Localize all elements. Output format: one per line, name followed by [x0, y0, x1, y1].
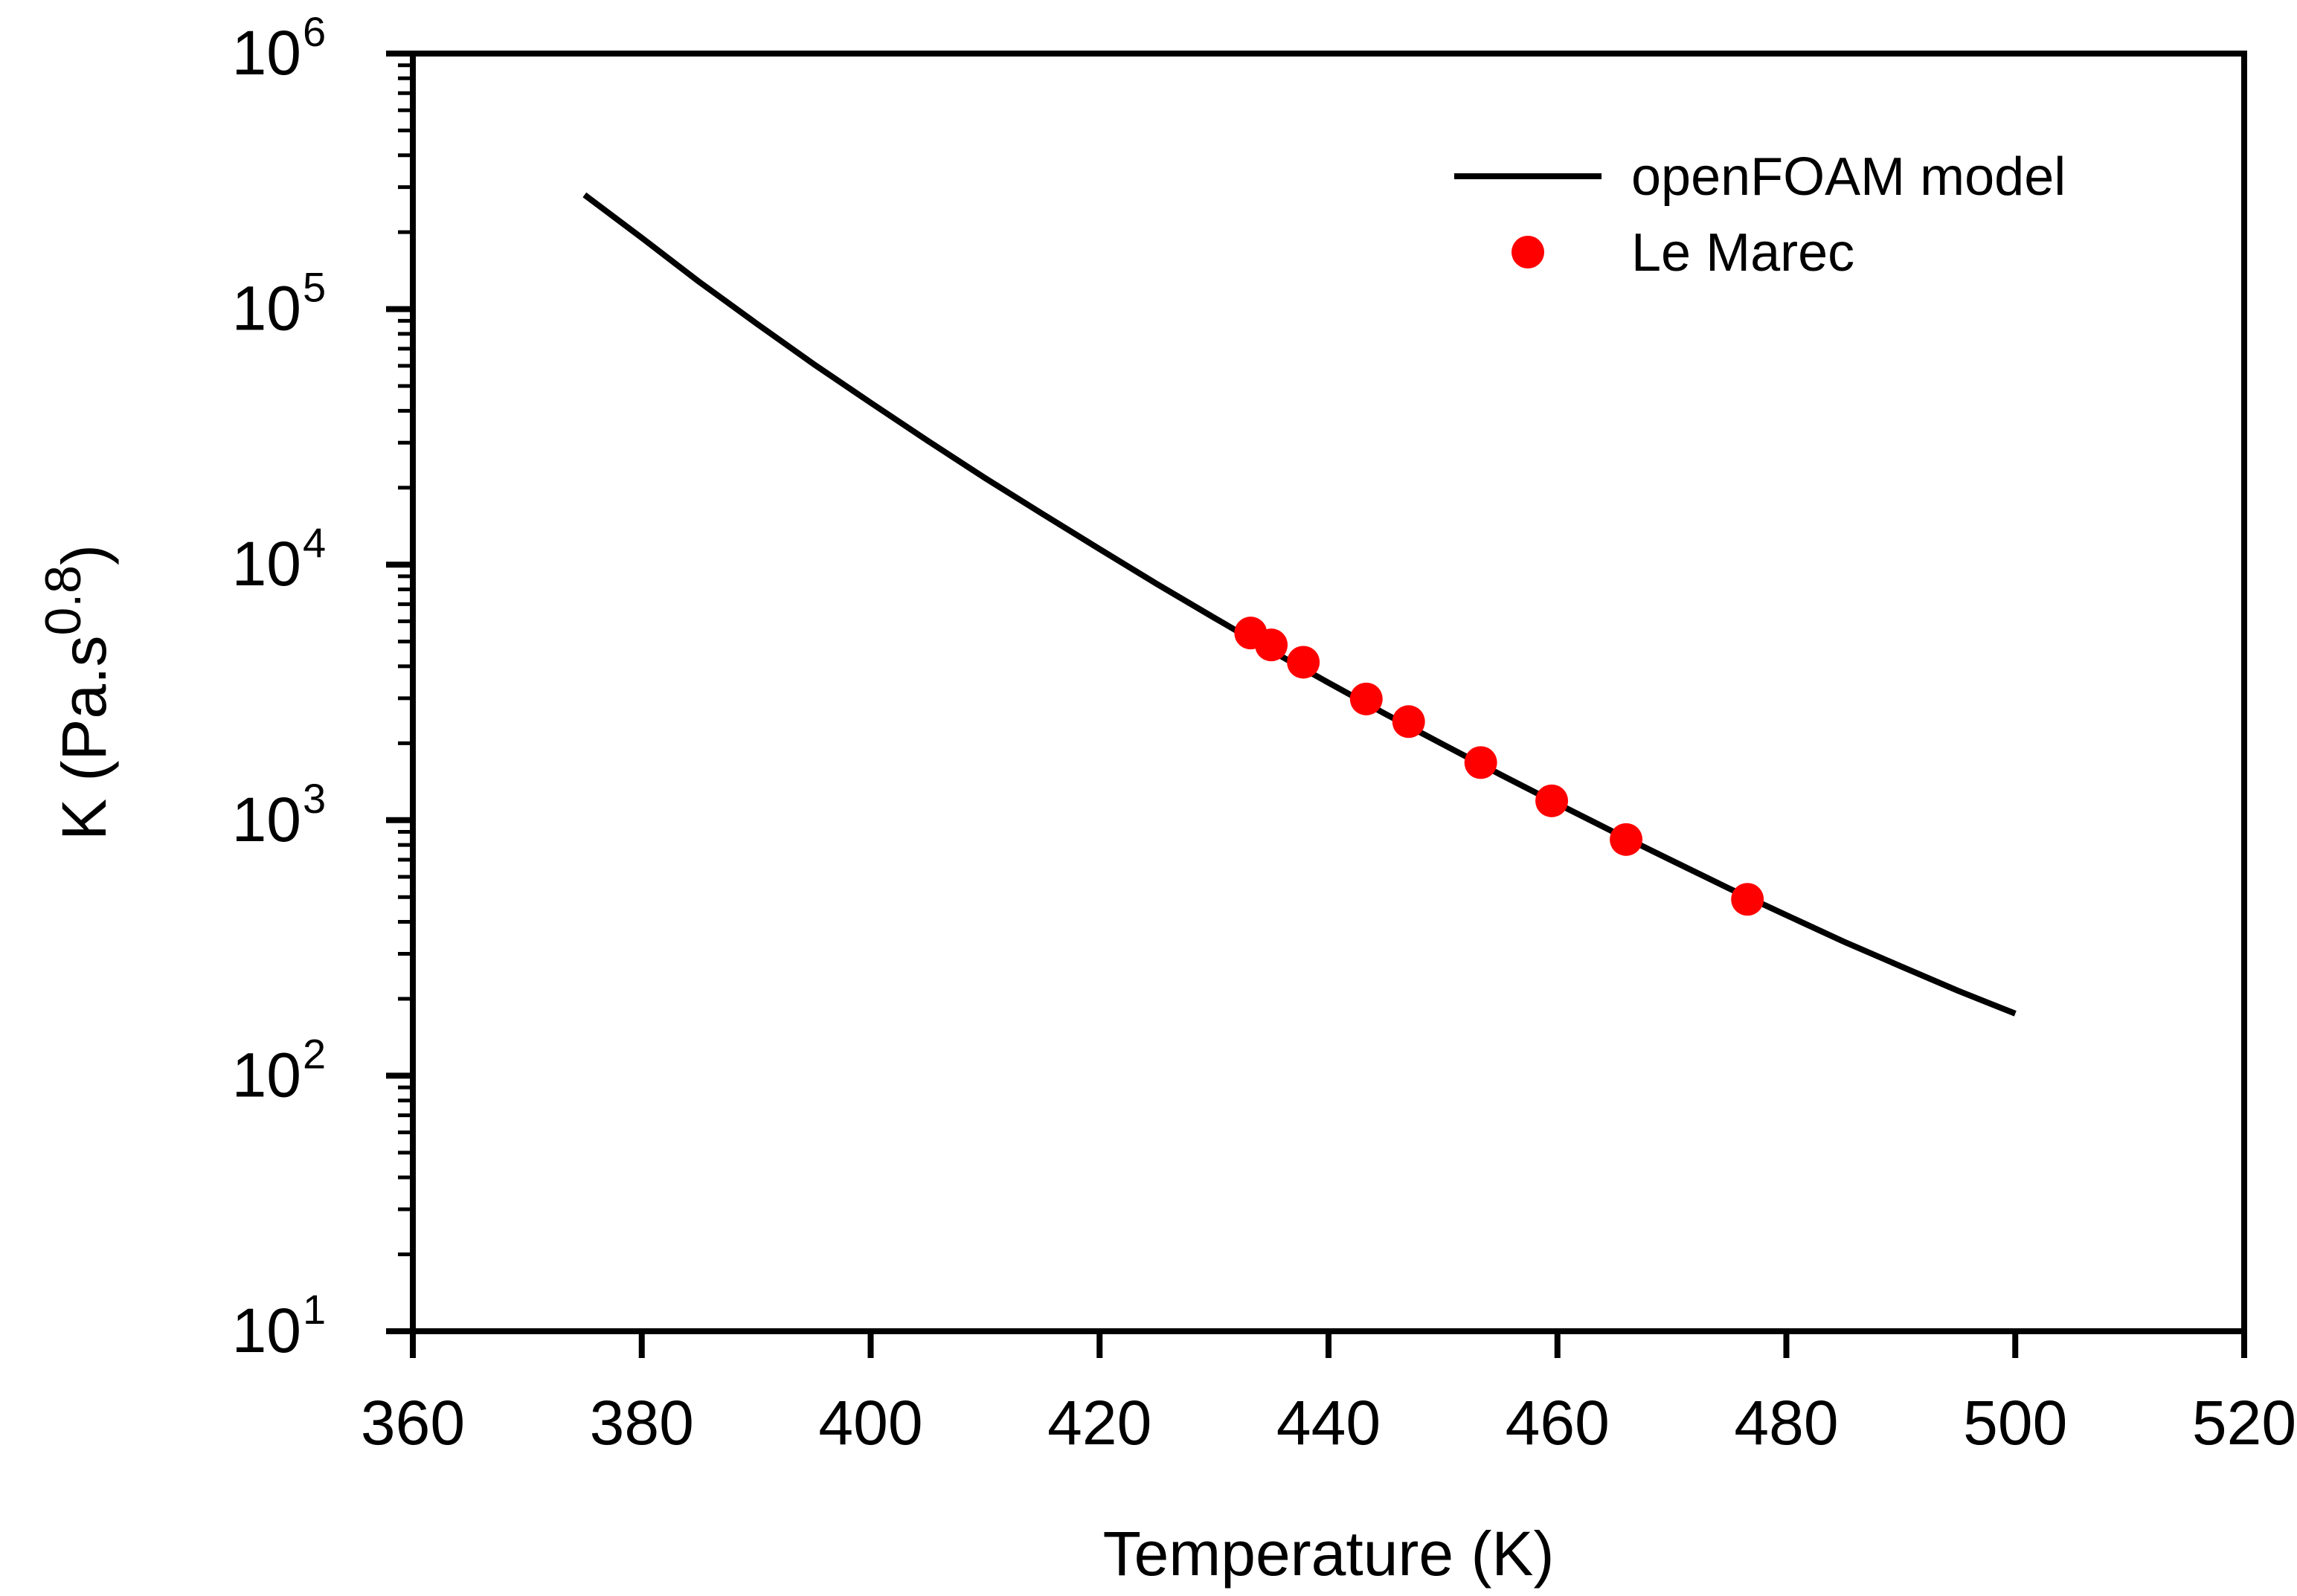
- data-point-le-marec: [1255, 628, 1288, 662]
- series-layer: [582, 192, 2017, 1017]
- y-axis-label-superscript: 0.8: [35, 565, 91, 636]
- y-tick-exponent: 5: [303, 264, 326, 311]
- x-tick-label: 380: [590, 1388, 694, 1458]
- series-line-openfoam-model: [582, 192, 2017, 1017]
- y-tick-exponent: 3: [303, 775, 326, 822]
- plot-frame: [410, 51, 2247, 1334]
- legend-label-openfoam: openFOAM model: [1631, 147, 2066, 207]
- y-tick-label: 10: [232, 785, 301, 855]
- x-tick-label: 460: [1506, 1388, 1610, 1458]
- y-axis-label: K (Pa.s0.8): [35, 544, 119, 840]
- y-tick-label: 10: [232, 1296, 301, 1365]
- y-tick-exponent: 1: [303, 1286, 326, 1333]
- y-tick-exponent: 2: [303, 1030, 326, 1077]
- x-tick-label: 480: [1734, 1388, 1838, 1458]
- data-point-le-marec: [1287, 646, 1320, 679]
- x-tick-label: 400: [818, 1388, 922, 1458]
- y-tick-exponent: 4: [303, 519, 326, 566]
- data-point-le-marec: [1464, 746, 1497, 779]
- x-axis-label: Temperature (K): [1103, 1519, 1555, 1589]
- x-tick-label: 500: [1963, 1388, 2067, 1458]
- data-point-le-marec: [1610, 823, 1643, 856]
- data-point-le-marec: [1731, 883, 1764, 916]
- y-axis-label-base: K (Pa.s: [49, 636, 119, 840]
- y-axis-label-close: ): [49, 544, 119, 565]
- x-tick-label: 360: [361, 1388, 465, 1458]
- x-axis-ticks: 360 380 400 420 440 460 480 500 520: [361, 1331, 2296, 1458]
- data-point-le-marec: [1535, 784, 1569, 817]
- y-tick-label: 10: [232, 18, 301, 88]
- y-tick-exponent: 6: [303, 8, 326, 55]
- legend-label-le-marec: Le Marec: [1631, 223, 1854, 283]
- x-tick-label: 440: [1276, 1388, 1381, 1458]
- y-tick-label: 10: [232, 274, 301, 344]
- x-tick-label: 520: [2192, 1388, 2296, 1458]
- y-tick-label: 10: [232, 1040, 301, 1110]
- data-point-le-marec: [1349, 682, 1383, 715]
- x-tick-label: 420: [1047, 1388, 1151, 1458]
- legend-dot-swatch: [1511, 236, 1544, 268]
- legend: openFOAM model Le Marec: [1454, 147, 2066, 283]
- y-tick-label: 10: [232, 529, 301, 599]
- data-point-le-marec: [1392, 705, 1425, 739]
